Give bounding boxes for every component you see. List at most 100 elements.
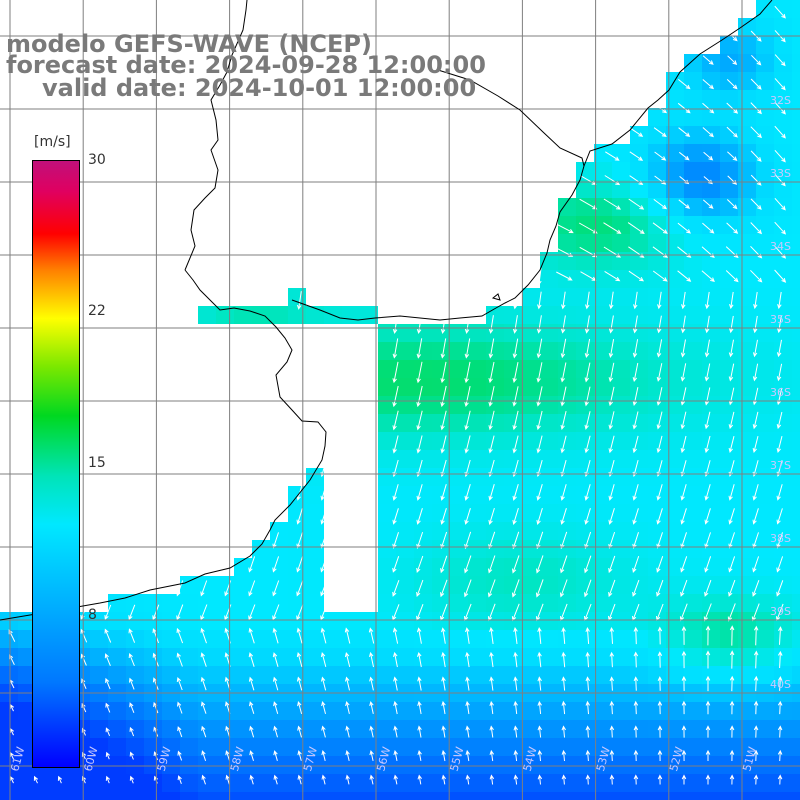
wind-speed-cell (522, 504, 540, 522)
wind-speed-cell (144, 774, 162, 792)
wind-speed-cell (0, 702, 18, 720)
wind-speed-cell (0, 738, 18, 756)
wind-speed-cell (558, 306, 576, 324)
wind-speed-cell (396, 540, 414, 558)
wind-speed-cell (648, 396, 666, 414)
wind-speed-cell (630, 504, 648, 522)
wind-vector-arrow (680, 435, 687, 454)
wind-speed-cell (630, 306, 648, 324)
wind-speed-cell (504, 504, 522, 522)
wind-speed-cell (630, 720, 648, 738)
wind-speed-cell (522, 576, 540, 594)
wind-speed-cell (108, 720, 126, 738)
wind-speed-cell (414, 522, 432, 540)
wind-speed-cell (540, 594, 558, 612)
wind-vector-arrow (752, 484, 759, 501)
wind-speed-cell (558, 522, 576, 540)
wind-speed-cell (702, 72, 720, 90)
wind-speed-cell (522, 720, 540, 738)
wind-speed-cell (702, 630, 720, 648)
wind-speed-cell (144, 630, 162, 648)
wind-speed-cell (486, 468, 504, 486)
wind-speed-cell (630, 540, 648, 558)
wind-speed-cell (594, 252, 612, 270)
wind-speed-cell (144, 594, 162, 612)
wind-vector-arrow (585, 651, 590, 668)
wind-vector-arrow (537, 627, 542, 644)
wind-speed-cell (486, 360, 504, 378)
wind-vector-arrow (200, 627, 207, 644)
wind-speed-cell (792, 216, 800, 234)
wind-speed-cell (666, 504, 684, 522)
wind-vector-arrow (729, 774, 735, 785)
wind-vector-arrow (297, 725, 302, 738)
wind-speed-cell (252, 702, 270, 720)
wind-speed-cell (108, 612, 126, 630)
wind-speed-cell (180, 594, 198, 612)
wind-speed-cell (162, 630, 180, 648)
wind-vector-arrow (441, 749, 446, 762)
wind-vector-arrow (465, 676, 470, 691)
wind-speed-cell (432, 702, 450, 720)
wind-vector-arrow (320, 580, 328, 597)
wind-vector-arrow (585, 749, 591, 762)
wind-speed-cell (756, 54, 774, 72)
wind-speed-cell (792, 18, 800, 36)
wind-vector-arrow (248, 652, 255, 667)
wind-speed-cell (648, 468, 666, 486)
wind-speed-cell (612, 306, 630, 324)
wind-speed-cell (612, 270, 630, 288)
wind-vector-arrow (629, 127, 644, 137)
wind-speed-cell (540, 504, 558, 522)
wind-vector-arrow (777, 700, 783, 715)
wind-speed-cell (684, 486, 702, 504)
latitude-label: 32S (770, 94, 791, 107)
wind-speed-cell (756, 414, 774, 432)
wind-speed-cell (594, 450, 612, 468)
wind-speed-cell (540, 756, 558, 774)
wind-speed-cell (504, 396, 522, 414)
wind-speed-cell (792, 468, 800, 486)
wind-speed-cell (738, 180, 756, 198)
wind-speed-cell (666, 738, 684, 756)
wind-speed-cell (702, 486, 720, 504)
wind-speed-cell (450, 486, 468, 504)
wind-speed-cell (180, 648, 198, 666)
wind-speed-cell (576, 324, 594, 342)
wind-vector-arrow (104, 628, 112, 643)
wind-speed-cell (702, 432, 720, 450)
wind-vector-arrow (750, 78, 762, 90)
wind-speed-cell (792, 270, 800, 288)
wind-speed-cell (594, 702, 612, 720)
wind-speed-cell (684, 612, 702, 630)
wind-vector-arrow (608, 531, 616, 549)
wind-vector-arrow (702, 199, 714, 209)
wind-vector-arrow (653, 102, 668, 114)
wind-speed-cell (342, 666, 360, 684)
wind-speed-cell (666, 216, 684, 234)
wind-speed-cell (360, 774, 378, 792)
wind-speed-cell (738, 774, 756, 792)
wind-speed-cell (648, 378, 666, 396)
model-title: modelo GEFS-WAVE (NCEP) (6, 30, 372, 58)
wind-vector-arrow (608, 435, 615, 454)
longitude-label: 55W (448, 745, 467, 773)
wind-speed-cell (252, 720, 270, 738)
wind-speed-cell (468, 468, 486, 486)
wind-speed-cell (576, 234, 594, 252)
wind-speed-cell (468, 504, 486, 522)
wind-speed-cell (270, 630, 288, 648)
wind-speed-cell (540, 414, 558, 432)
wind-speed-cell (522, 486, 540, 504)
wind-speed-cell (396, 594, 414, 612)
wind-speed-cell (396, 630, 414, 648)
wind-speed-cell (702, 342, 720, 360)
wind-vector-arrow (464, 484, 471, 501)
wind-vector-arrow (536, 362, 543, 383)
wind-speed-cell (720, 558, 738, 576)
wind-speed-cell (468, 648, 486, 666)
wind-vector-arrow (441, 774, 446, 785)
wind-vector-arrow (296, 676, 303, 691)
